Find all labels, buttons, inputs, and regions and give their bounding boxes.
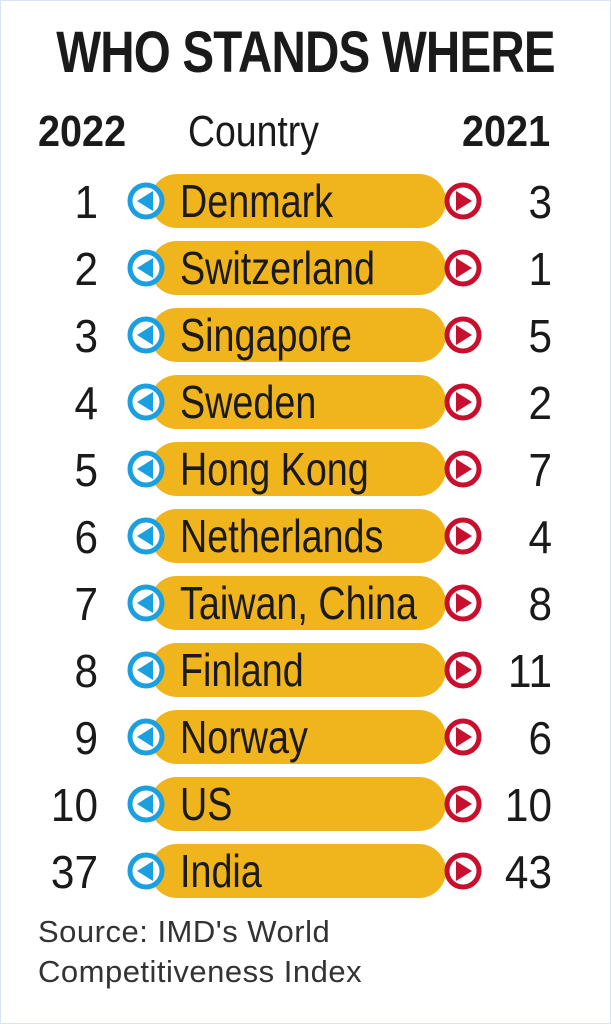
right-triangle-circle-icon xyxy=(444,450,482,488)
country-name: Finland xyxy=(180,644,304,696)
left-triangle-circle-icon xyxy=(127,249,165,287)
table-row: 6 Netherlands 4 xyxy=(0,503,611,570)
rank-2022: 7 xyxy=(74,578,98,630)
country-name: India xyxy=(180,845,262,897)
country-name: Hong Kong xyxy=(180,443,369,495)
right-triangle-circle-icon xyxy=(444,249,482,287)
left-triangle-circle-icon xyxy=(127,718,165,756)
right-triangle-circle-icon xyxy=(444,651,482,689)
country-name: Taiwan, China xyxy=(180,577,417,629)
country-pill xyxy=(150,643,446,697)
rank-2021: 5 xyxy=(528,310,552,362)
rank-2021: 3 xyxy=(528,176,552,228)
country-name: Singapore xyxy=(180,309,352,361)
table-row: 10 US 10 xyxy=(0,771,611,838)
table-row: 8 Finland 11 xyxy=(0,637,611,704)
rank-2022: 1 xyxy=(74,176,98,228)
rank-2021: 10 xyxy=(504,779,552,831)
source-note: Source: IMD's World Competitiveness Inde… xyxy=(38,912,538,992)
source-line-1: Source: IMD's World xyxy=(38,914,331,949)
country-pill xyxy=(150,844,446,898)
rank-2022: 3 xyxy=(74,310,98,362)
rank-2021: 11 xyxy=(508,645,552,697)
rank-2021: 8 xyxy=(528,578,552,630)
rank-2022: 8 xyxy=(74,645,98,697)
country-pill xyxy=(150,710,446,764)
right-triangle-circle-icon xyxy=(444,383,482,421)
rank-2021: 6 xyxy=(528,712,552,764)
left-triangle-circle-icon xyxy=(127,182,165,220)
ranking-table: 1 Denmark 3 2 Switzerland 1 3 Singapore 5 4 Sweden… xyxy=(0,168,611,905)
left-triangle-circle-icon xyxy=(127,383,165,421)
table-row: 4 Sweden 2 xyxy=(0,369,611,436)
rank-2022: 2 xyxy=(74,243,98,295)
country-pill xyxy=(150,241,446,295)
country-pill xyxy=(150,509,446,563)
country-pill xyxy=(150,576,446,630)
right-triangle-circle-icon xyxy=(444,182,482,220)
country-pill xyxy=(150,442,446,496)
left-triangle-circle-icon xyxy=(127,651,165,689)
header-2022: 2022 xyxy=(38,107,127,156)
table-row: 5 Hong Kong 7 xyxy=(0,436,611,503)
country-pill xyxy=(150,174,446,228)
left-triangle-circle-icon xyxy=(127,852,165,890)
country-name: US xyxy=(180,778,233,830)
right-triangle-circle-icon xyxy=(444,718,482,756)
header-country: Country xyxy=(188,107,319,156)
chart-title: WHO STANDS WHERE xyxy=(56,20,555,85)
header-2021: 2021 xyxy=(462,107,551,156)
right-triangle-circle-icon xyxy=(444,584,482,622)
country-pill xyxy=(150,375,446,429)
country-name: Norway xyxy=(180,711,308,763)
country-pill xyxy=(150,777,446,831)
table-row: 37 India 43 xyxy=(0,838,611,905)
source-line-2: Competitiveness Index xyxy=(38,954,363,989)
table-row: 1 Denmark 3 xyxy=(0,168,611,235)
country-name: Sweden xyxy=(180,376,317,428)
country-name: Denmark xyxy=(180,175,334,227)
table-row: 9 Norway 6 xyxy=(0,704,611,771)
country-name: Netherlands xyxy=(180,510,384,562)
left-triangle-circle-icon xyxy=(127,316,165,354)
table-row: 3 Singapore 5 xyxy=(0,302,611,369)
right-triangle-circle-icon xyxy=(444,316,482,354)
left-triangle-circle-icon xyxy=(127,450,165,488)
right-triangle-circle-icon xyxy=(444,517,482,555)
right-triangle-circle-icon xyxy=(444,785,482,823)
left-triangle-circle-icon xyxy=(127,785,165,823)
rank-2021: 43 xyxy=(504,846,552,898)
rank-2021: 2 xyxy=(528,377,552,429)
country-name: Switzerland xyxy=(180,242,375,294)
rank-2022: 4 xyxy=(74,377,98,429)
left-triangle-circle-icon xyxy=(127,517,165,555)
rank-2022: 6 xyxy=(74,511,98,563)
rank-2021: 7 xyxy=(528,444,552,496)
right-triangle-circle-icon xyxy=(444,852,482,890)
rank-2022: 37 xyxy=(50,846,98,898)
left-triangle-circle-icon xyxy=(127,584,165,622)
rank-2022: 5 xyxy=(74,444,98,496)
rank-2022: 9 xyxy=(74,712,98,764)
rank-2021: 1 xyxy=(528,243,552,295)
rank-2022: 10 xyxy=(50,779,98,831)
rank-2021: 4 xyxy=(528,511,552,563)
table-row: 7 Taiwan, China 8 xyxy=(0,570,611,637)
table-row: 2 Switzerland 1 xyxy=(0,235,611,302)
country-pill xyxy=(150,308,446,362)
